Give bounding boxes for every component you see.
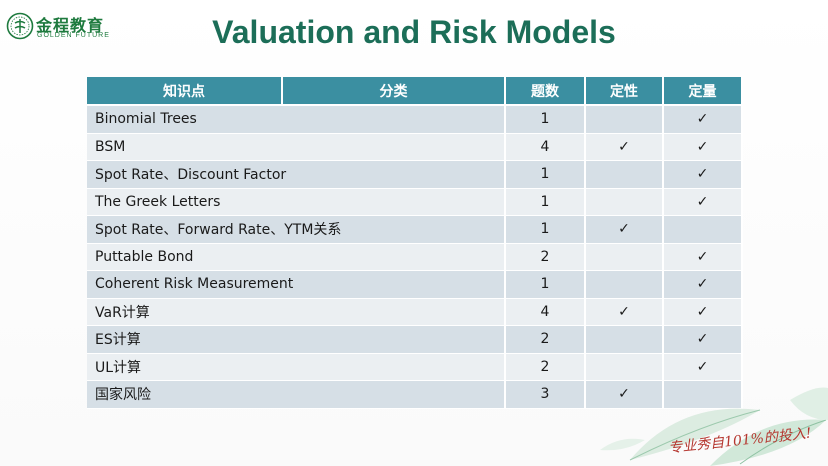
table-row: 国家风险 3 ✓ [87, 381, 743, 409]
row-count: 4 [506, 298, 586, 326]
row-count: 1 [506, 188, 586, 216]
check-icon [586, 106, 664, 134]
row-topic: ES计算 [87, 326, 506, 354]
table-row: UL计算 2 ✓ [87, 353, 743, 381]
table-row: BSM 4 ✓ ✓ [87, 133, 743, 161]
table-row: Puttable Bond 2 ✓ [87, 243, 743, 271]
logo-name-cn: 金程教育 [36, 16, 105, 35]
check-icon: ✓ [664, 353, 743, 381]
row-topic: BSM [87, 133, 506, 161]
check-icon [586, 353, 664, 381]
header-qualitative: 定性 [586, 77, 664, 106]
header-count: 题数 [506, 77, 586, 106]
row-count: 2 [506, 353, 586, 381]
logo: 金程教育 GOLDEN FUTURE [6, 10, 116, 46]
check-icon [586, 271, 664, 299]
table-header-row: 知识点 分类 题数 定性 定量 [87, 77, 743, 106]
row-count: 4 [506, 133, 586, 161]
row-topic: Spot Rate、Forward Rate、YTM关系 [87, 216, 506, 244]
check-icon: ✓ [664, 133, 743, 161]
header-quantitative: 定量 [664, 77, 743, 106]
row-count: 2 [506, 243, 586, 271]
check-icon [586, 243, 664, 271]
row-topic: Binomial Trees [87, 106, 506, 134]
topic-table: 知识点 分类 题数 定性 定量 Binomial Trees 1 ✓ BSM 4… [87, 77, 743, 409]
table-row: Binomial Trees 1 ✓ [87, 106, 743, 134]
row-count: 1 [506, 161, 586, 189]
table-row: Spot Rate、Discount Factor 1 ✓ [87, 161, 743, 189]
golden-future-logo-icon [6, 12, 34, 40]
check-icon [664, 216, 743, 244]
check-icon: ✓ [586, 216, 664, 244]
check-icon: ✓ [664, 271, 743, 299]
check-icon: ✓ [664, 106, 743, 134]
check-icon: ✓ [664, 326, 743, 354]
table-row: VaR计算 4 ✓ ✓ [87, 298, 743, 326]
check-icon: ✓ [664, 161, 743, 189]
row-count: 2 [506, 326, 586, 354]
row-topic: VaR计算 [87, 298, 506, 326]
header-category: 分类 [283, 77, 506, 106]
row-topic: The Greek Letters [87, 188, 506, 216]
check-icon: ✓ [664, 298, 743, 326]
page-title: Valuation and Risk Models [212, 14, 616, 50]
table-row: Spot Rate、Forward Rate、YTM关系 1 ✓ [87, 216, 743, 244]
check-icon: ✓ [664, 188, 743, 216]
row-count: 3 [506, 381, 586, 409]
row-count: 1 [506, 216, 586, 244]
check-icon [586, 188, 664, 216]
row-topic: 国家风险 [87, 381, 506, 409]
row-count: 1 [506, 271, 586, 299]
row-count: 1 [506, 106, 586, 134]
logo-name-en: GOLDEN FUTURE [37, 32, 110, 39]
check-icon: ✓ [586, 381, 664, 409]
slogan: 专业秀自101%的投入! [667, 425, 813, 457]
check-icon [586, 326, 664, 354]
row-topic: Coherent Risk Measurement [87, 271, 506, 299]
table-row: The Greek Letters 1 ✓ [87, 188, 743, 216]
check-icon [586, 161, 664, 189]
table-row: ES计算 2 ✓ [87, 326, 743, 354]
check-icon: ✓ [586, 298, 664, 326]
row-topic: Spot Rate、Discount Factor [87, 161, 506, 189]
check-icon [664, 381, 743, 409]
row-topic: UL计算 [87, 353, 506, 381]
check-icon: ✓ [664, 243, 743, 271]
header-topic: 知识点 [87, 77, 283, 106]
table-row: Coherent Risk Measurement 1 ✓ [87, 271, 743, 299]
check-icon: ✓ [586, 133, 664, 161]
row-topic: Puttable Bond [87, 243, 506, 271]
